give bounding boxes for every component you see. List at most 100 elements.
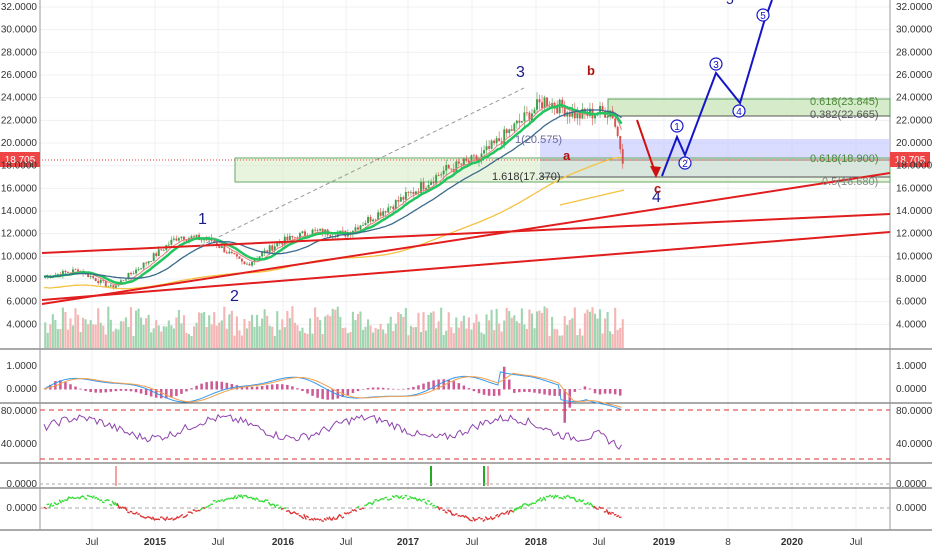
volume-bar — [196, 323, 198, 348]
volume-bar — [584, 313, 586, 348]
candle-body — [284, 237, 286, 245]
candle-body — [261, 253, 263, 257]
candle-body — [140, 268, 142, 269]
candle-body — [488, 146, 490, 149]
volume-bar — [470, 330, 472, 348]
candle-body — [67, 272, 69, 273]
oscillator-segment — [69, 498, 72, 499]
candle-body — [541, 102, 543, 108]
volume-bar — [64, 312, 66, 348]
price-tick-label-left: 6.0000 — [6, 297, 37, 308]
price-tick-label-right: 18.0000 — [896, 161, 932, 172]
price-tick-label-left: 30.0000 — [1, 25, 38, 36]
price-tick-label-left: 26.0000 — [1, 70, 38, 81]
candle-body — [523, 112, 525, 121]
volume-bar — [102, 326, 104, 348]
candle-body — [392, 207, 394, 209]
candle-body — [438, 175, 440, 176]
volume-bar — [448, 312, 450, 348]
macd-histogram-bar — [306, 389, 309, 394]
macd-histogram-bar — [130, 389, 133, 391]
oscillator-segment — [94, 497, 97, 498]
time-tick-label: Jul — [212, 537, 225, 548]
volume-bar — [465, 329, 467, 348]
volume-bar — [155, 320, 157, 348]
volume-bar — [455, 317, 457, 348]
volume-bar — [236, 316, 238, 348]
volume-bar — [488, 320, 490, 348]
macd-histogram-bar — [251, 387, 254, 390]
candle-body — [518, 121, 520, 123]
macd-histogram-bar — [261, 386, 264, 390]
oscillator-segment — [427, 501, 430, 502]
volume-bar — [77, 315, 79, 348]
macd-histogram-bar — [125, 389, 128, 391]
subwave-4: 4 — [733, 105, 745, 118]
candle-body — [64, 271, 66, 272]
volume-bar — [115, 329, 117, 348]
oscillator-segment — [195, 511, 198, 512]
volume-bar — [228, 314, 230, 348]
volume-bar — [357, 314, 359, 348]
volume-bar — [160, 332, 162, 348]
volume-bar — [579, 329, 581, 348]
rsi-tick-right: 40.0000 — [896, 439, 932, 450]
volume-bar — [349, 332, 351, 348]
volume-bar — [344, 328, 346, 348]
candle-body — [226, 252, 228, 253]
volume-bar — [198, 312, 200, 348]
volume-bar — [145, 318, 147, 348]
candle-body — [317, 230, 319, 231]
macd-histogram-bar — [548, 389, 551, 395]
volume-bar — [410, 326, 412, 348]
macd-histogram-bar — [145, 389, 148, 395]
macd-histogram-bar — [120, 389, 123, 391]
candle-body — [385, 211, 387, 212]
oscillator-segment — [321, 520, 324, 521]
candle-body — [286, 237, 288, 240]
subwave-1: 1 — [671, 120, 683, 133]
oscillator-segment — [455, 514, 458, 515]
volume-bar — [622, 319, 624, 348]
candle-body — [241, 259, 243, 262]
price-tick-label-right: 22.0000 — [896, 115, 932, 126]
volume-bar — [385, 334, 387, 348]
volume-bar — [612, 334, 614, 348]
volume-bar — [554, 329, 556, 348]
time-tick-label: 2020 — [781, 537, 804, 548]
candle-body — [291, 236, 293, 237]
macd-histogram-bar — [518, 389, 521, 392]
oscillator-segment — [97, 499, 100, 500]
macd-tick-right: 1.0000 — [896, 361, 927, 372]
volume-bar — [127, 327, 129, 348]
candle-body — [503, 129, 505, 144]
volume-bar — [57, 329, 59, 348]
volume-bar — [538, 310, 540, 348]
candle-body — [423, 182, 425, 189]
candle-body — [536, 99, 538, 109]
price-tick-label-right: 4.0000 — [896, 319, 927, 330]
candle-body — [246, 264, 248, 265]
volume-bar — [551, 317, 553, 348]
candle-body — [360, 226, 362, 230]
candle-body — [390, 207, 392, 208]
volume-bar — [407, 335, 409, 348]
volume-bar — [266, 316, 268, 348]
macd-histogram-bar — [105, 389, 108, 392]
volume-bar — [112, 331, 114, 348]
volume-bar — [367, 319, 369, 348]
macd-histogram-bar — [311, 389, 314, 396]
candle-body — [607, 116, 609, 118]
volume-bar — [306, 334, 308, 348]
macd-histogram-bar — [362, 389, 365, 390]
macd-histogram-bar — [387, 388, 390, 389]
volume-bar — [405, 308, 407, 348]
candle-body — [450, 169, 452, 170]
volume-bar — [493, 330, 495, 348]
time-tick-label: 8 — [725, 537, 731, 548]
oscillator-segment — [500, 513, 503, 514]
rsi-tick-right: 80.0000 — [896, 406, 932, 417]
candle-body — [445, 165, 447, 171]
